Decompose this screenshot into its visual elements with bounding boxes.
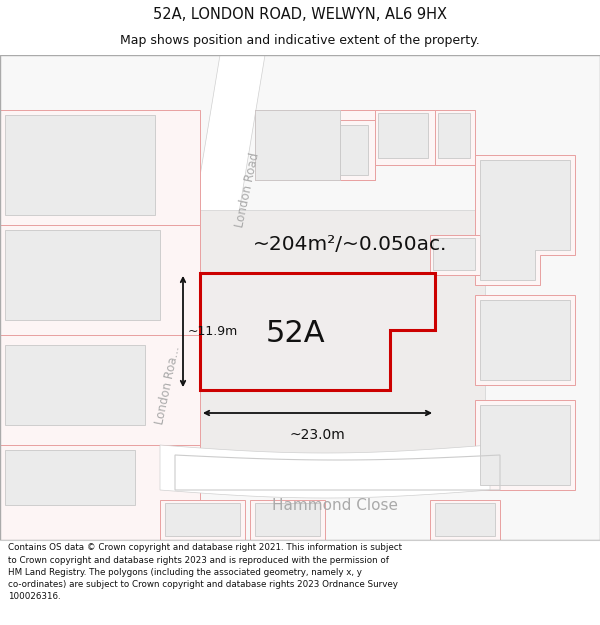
Text: London Roa...: London Roa... xyxy=(154,344,182,426)
Bar xyxy=(255,503,320,536)
Text: London Road: London Road xyxy=(234,151,262,229)
Bar xyxy=(480,405,570,485)
Bar xyxy=(5,450,135,505)
Polygon shape xyxy=(140,55,265,540)
Bar xyxy=(435,503,495,536)
Bar xyxy=(0,225,200,335)
Bar xyxy=(5,115,155,215)
Text: Map shows position and indicative extent of the property.: Map shows position and indicative extent… xyxy=(120,34,480,47)
Bar xyxy=(185,210,485,465)
Bar xyxy=(255,110,375,180)
Bar xyxy=(5,345,145,425)
Bar xyxy=(0,445,200,540)
Bar xyxy=(433,238,475,270)
Bar xyxy=(480,300,570,380)
Bar xyxy=(340,120,375,180)
Bar xyxy=(430,500,500,540)
Bar xyxy=(340,125,368,175)
Bar xyxy=(438,113,470,158)
Bar xyxy=(435,110,475,165)
Bar xyxy=(475,295,575,385)
Bar xyxy=(475,400,575,490)
Bar xyxy=(430,235,480,275)
Text: 52A, LONDON ROAD, WELWYN, AL6 9HX: 52A, LONDON ROAD, WELWYN, AL6 9HX xyxy=(153,8,447,22)
Text: ~23.0m: ~23.0m xyxy=(290,428,346,442)
Text: Hammond Close: Hammond Close xyxy=(272,498,398,512)
Polygon shape xyxy=(475,155,575,285)
Bar xyxy=(160,500,245,540)
Bar xyxy=(165,503,240,536)
Polygon shape xyxy=(200,273,435,390)
Bar xyxy=(0,335,200,445)
Text: Contains OS data © Crown copyright and database right 2021. This information is : Contains OS data © Crown copyright and d… xyxy=(8,543,402,601)
Bar xyxy=(5,230,160,320)
Polygon shape xyxy=(480,160,570,280)
Bar xyxy=(378,113,428,158)
Bar xyxy=(255,110,340,180)
Bar xyxy=(0,110,200,225)
Bar xyxy=(250,500,325,540)
Text: ~11.9m: ~11.9m xyxy=(188,325,238,338)
Text: ~204m²/~0.050ac.: ~204m²/~0.050ac. xyxy=(253,236,447,254)
Polygon shape xyxy=(160,445,490,498)
Bar xyxy=(375,110,435,165)
Text: 52A: 52A xyxy=(265,319,325,348)
